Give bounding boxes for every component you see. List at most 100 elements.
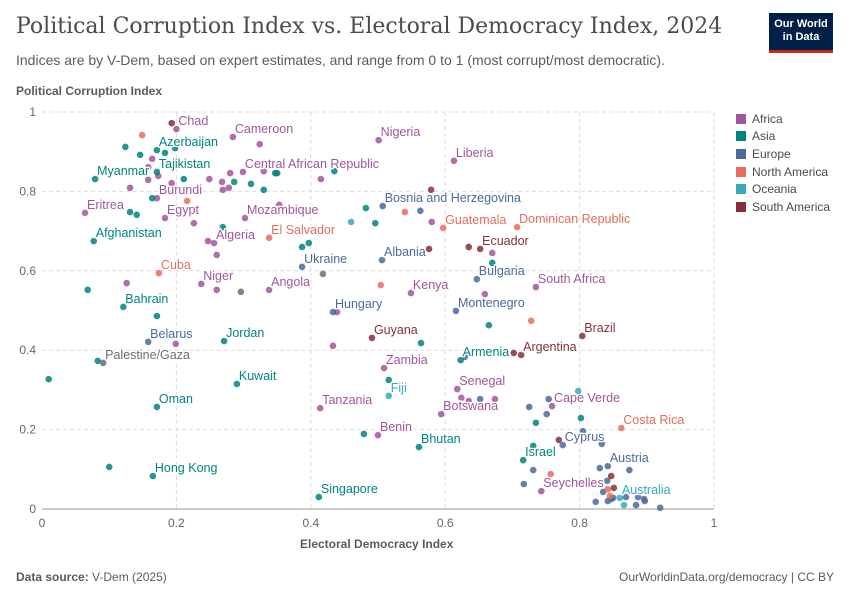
- legend: Africa Asia Europe North America Oceania Sout…: [736, 110, 830, 216]
- data-point: [380, 364, 388, 372]
- legend-swatch: [736, 131, 746, 142]
- footer-link[interactable]: OurWorldinData.org/democracy | CC BY: [619, 570, 834, 584]
- legend-label: Oceania: [752, 182, 797, 197]
- data-point: [545, 395, 552, 403]
- data-point: [622, 493, 630, 501]
- y-tick-label: 0.8: [19, 184, 36, 198]
- data-point: [91, 175, 99, 183]
- data-source: Data source: V-Dem (2025): [16, 570, 167, 584]
- point-label: Cameroon: [235, 122, 293, 136]
- point-label: Austria: [610, 451, 649, 465]
- data-point: [144, 176, 152, 184]
- data-point: [172, 340, 180, 348]
- data-point: [173, 125, 180, 133]
- data-point: [592, 498, 600, 506]
- point-label: Seychelles: [543, 476, 603, 490]
- data-point: [513, 223, 521, 231]
- point-label: Armenia: [463, 345, 510, 359]
- data-point: [374, 431, 382, 439]
- point-label: Bahrain: [125, 292, 168, 306]
- data-point: [596, 464, 604, 472]
- data-point: [529, 442, 537, 450]
- data-point: [632, 501, 640, 509]
- point-label: Jordan: [226, 326, 264, 340]
- point-label: Australia: [622, 483, 671, 497]
- data-point: [439, 224, 447, 232]
- data-point: [417, 207, 424, 215]
- data-point: [161, 214, 169, 222]
- data-point: [136, 151, 144, 159]
- point-label: Zambia: [386, 353, 428, 367]
- data-point: [517, 351, 525, 359]
- data-point: [525, 403, 533, 411]
- point-label: Guyana: [374, 323, 418, 337]
- data-point: [428, 218, 436, 226]
- data-point: [144, 163, 152, 171]
- data-point: [230, 178, 238, 186]
- point-label: Burundi: [159, 183, 202, 197]
- point-label: Mozambique: [247, 203, 319, 217]
- data-point: [81, 209, 89, 217]
- legend-item[interactable]: North America: [736, 163, 830, 181]
- data-point: [331, 167, 338, 175]
- legend-item[interactable]: South America: [736, 198, 830, 216]
- data-point: [120, 303, 127, 311]
- data-point: [265, 234, 273, 242]
- source-value[interactable]: V-Dem (2025): [92, 570, 167, 584]
- x-tick-label: 0.4: [302, 516, 319, 530]
- data-point: [226, 169, 234, 177]
- point-label: Angola: [271, 275, 310, 289]
- x-tick-label: 0.6: [437, 516, 454, 530]
- data-point: [452, 307, 460, 315]
- point-label: South Africa: [538, 272, 605, 286]
- owid-logo[interactable]: Our World in Data: [769, 13, 833, 53]
- point-label: Tanzania: [322, 393, 372, 407]
- data-point: [317, 175, 325, 183]
- data-point: [247, 180, 255, 188]
- data-point: [407, 289, 415, 297]
- data-point: [427, 186, 435, 194]
- data-point: [527, 317, 535, 325]
- data-point: [606, 492, 614, 500]
- data-point: [153, 194, 161, 202]
- x-tick-label: 0: [39, 516, 46, 530]
- data-point: [219, 223, 227, 231]
- data-point: [453, 385, 461, 393]
- data-point: [305, 239, 313, 247]
- data-point: [607, 472, 615, 480]
- data-point: [578, 332, 586, 340]
- data-point: [488, 249, 496, 257]
- data-point: [260, 167, 268, 175]
- point-label: Argentina: [523, 340, 577, 354]
- legend-swatch: [736, 184, 746, 195]
- point-label: Palestine/Gaza: [105, 348, 190, 362]
- point-label: Central African Republic: [245, 157, 379, 171]
- data-point: [465, 243, 473, 251]
- data-point: [84, 286, 91, 294]
- data-point: [94, 357, 102, 365]
- data-point: [99, 359, 107, 367]
- data-point: [298, 263, 306, 271]
- data-point: [532, 419, 540, 427]
- y-tick-label: 0.4: [19, 343, 36, 357]
- point-label: Eritrea: [87, 198, 124, 212]
- data-point: [122, 143, 129, 151]
- data-point: [90, 237, 98, 245]
- data-point: [385, 376, 393, 384]
- data-point: [168, 119, 175, 127]
- data-point: [378, 256, 386, 264]
- point-label: Fiji: [391, 381, 407, 395]
- data-point: [425, 245, 433, 253]
- data-point: [168, 179, 175, 187]
- legend-item[interactable]: Oceania: [736, 180, 830, 198]
- point-label: Singapore: [321, 482, 378, 496]
- legend-label: South America: [752, 199, 831, 214]
- data-point: [656, 504, 664, 512]
- legend-item[interactable]: Europe: [736, 145, 830, 163]
- data-point: [138, 131, 146, 139]
- legend-item[interactable]: Asia: [736, 128, 830, 146]
- data-point: [275, 201, 283, 209]
- data-point: [401, 208, 409, 216]
- data-point: [148, 194, 156, 202]
- legend-item[interactable]: Africa: [736, 110, 830, 128]
